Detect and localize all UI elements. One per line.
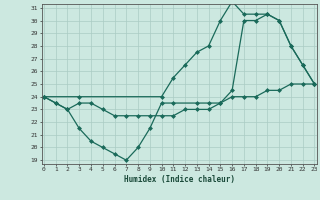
X-axis label: Humidex (Indice chaleur): Humidex (Indice chaleur) — [124, 175, 235, 184]
